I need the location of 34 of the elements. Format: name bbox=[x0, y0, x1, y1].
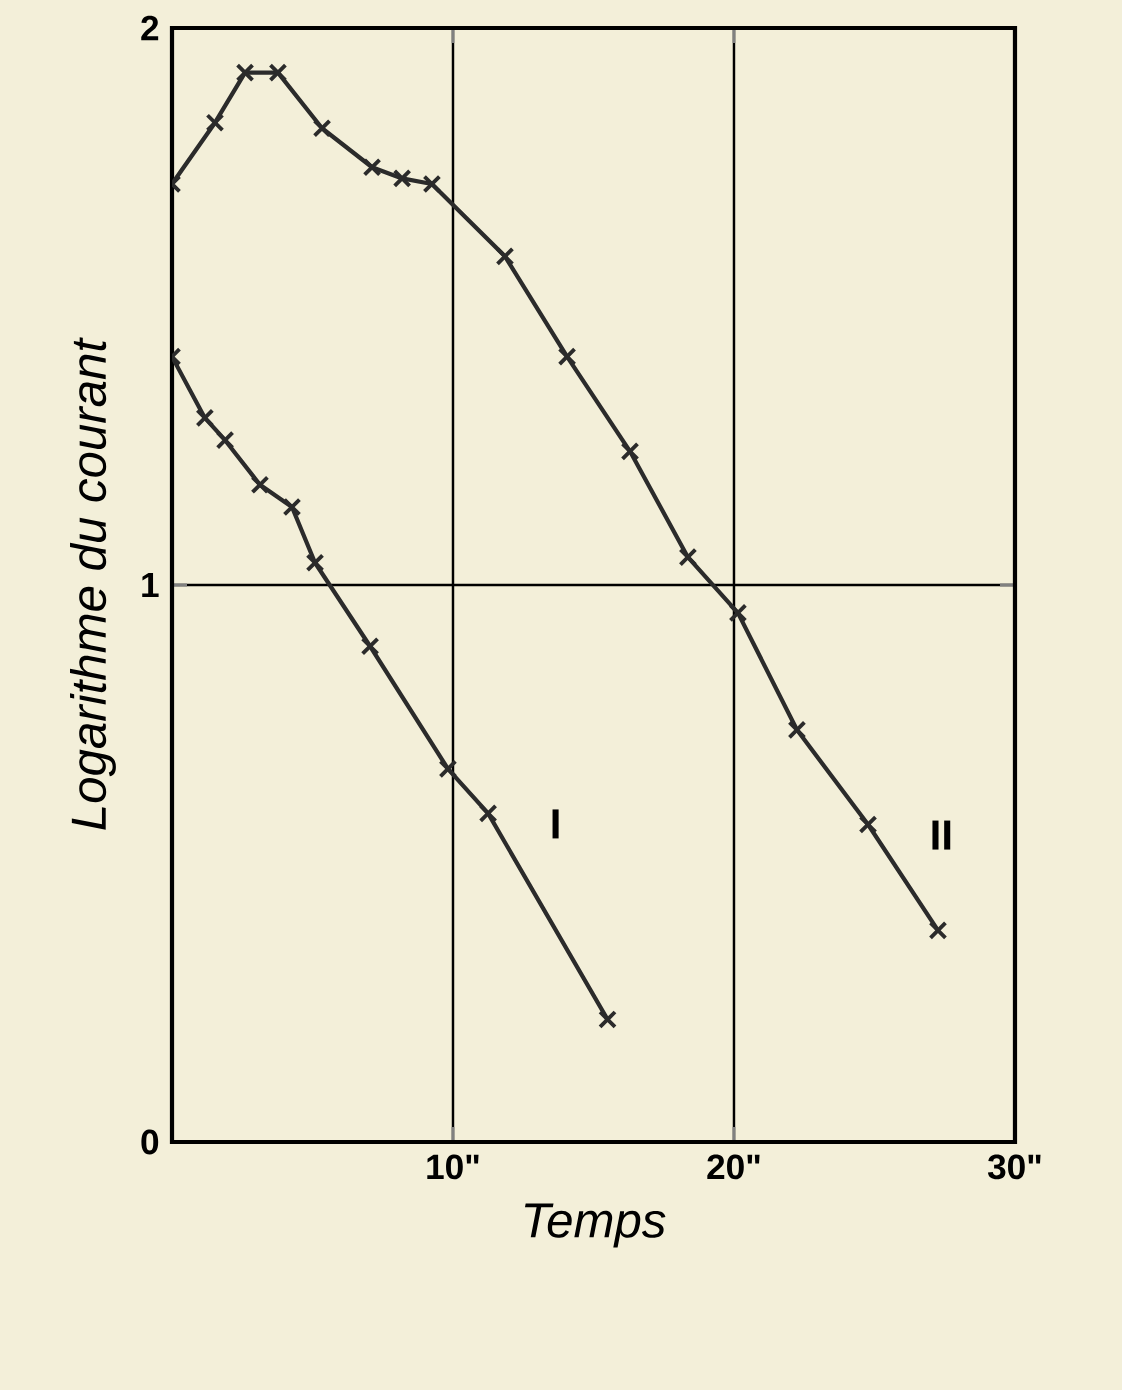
y-tick-label: 2 bbox=[141, 15, 159, 41]
point bbox=[478, 803, 498, 823]
y-axis-title: Logarithme du courant bbox=[70, 337, 116, 830]
point bbox=[438, 759, 458, 779]
x-tick-label: 20" bbox=[707, 1154, 760, 1180]
series-label: II bbox=[932, 820, 951, 850]
point bbox=[215, 430, 235, 450]
point bbox=[620, 441, 640, 461]
point bbox=[195, 408, 215, 428]
point bbox=[235, 63, 255, 82]
y-tick-label: 1 bbox=[142, 572, 159, 598]
point bbox=[362, 157, 382, 177]
point bbox=[305, 553, 325, 573]
y-tick-label: 0 bbox=[141, 1129, 159, 1155]
point bbox=[728, 603, 748, 623]
point bbox=[598, 1010, 617, 1029]
point bbox=[250, 475, 270, 495]
point bbox=[678, 547, 698, 567]
point bbox=[360, 636, 380, 656]
point bbox=[928, 920, 948, 940]
point bbox=[422, 174, 442, 194]
point bbox=[495, 246, 515, 266]
point bbox=[282, 497, 302, 517]
point bbox=[787, 720, 807, 740]
point bbox=[205, 113, 225, 133]
point bbox=[858, 815, 878, 834]
point bbox=[557, 347, 577, 367]
point bbox=[268, 63, 288, 82]
point bbox=[312, 118, 332, 138]
x-tick-label: 10" bbox=[427, 1154, 479, 1180]
x-axis-title: Temps bbox=[524, 1203, 666, 1248]
point bbox=[392, 169, 412, 188]
x-tick-label: 30" bbox=[987, 1154, 1041, 1180]
series-label: I bbox=[552, 809, 559, 839]
